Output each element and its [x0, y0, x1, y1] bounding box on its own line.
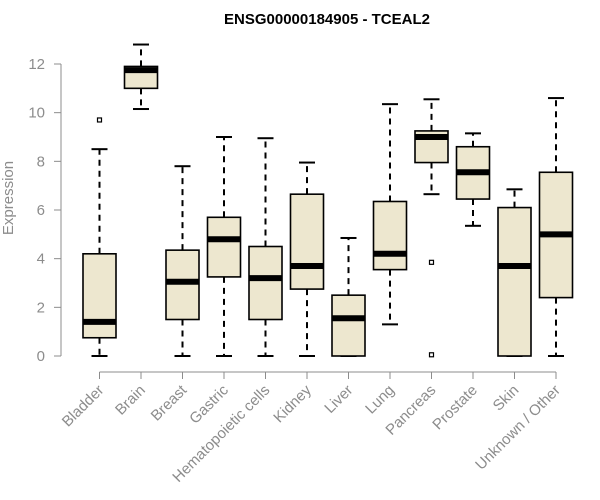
outlier-bladder-0	[96, 117, 103, 123]
outlier-pancreas-0	[428, 259, 435, 265]
box-hematopoietic-cells	[248, 137, 283, 357]
chart-title: ENSG00000184905 - TCEAL2	[224, 11, 430, 28]
x-label-lung: Lung	[362, 382, 398, 418]
box-unknown-other	[538, 97, 574, 357]
y-tick-label-2: 2	[37, 299, 45, 316]
iqr-box-liver	[331, 294, 366, 357]
iqr-box-breast	[165, 249, 200, 321]
x-label-kidney: Kidney	[270, 381, 315, 426]
y-tick-label-8: 8	[37, 153, 45, 170]
box-lung	[372, 103, 408, 326]
box-brain	[123, 43, 159, 111]
box-kidney	[289, 161, 325, 357]
box-breast	[165, 165, 200, 357]
y-tick-label-0: 0	[37, 348, 45, 365]
y-tick-label-6: 6	[37, 202, 45, 219]
outlier-pancreas-1	[428, 352, 435, 358]
box-liver	[331, 236, 366, 357]
iqr-box-gastric	[206, 216, 242, 278]
y-axis-title: Expression	[0, 161, 17, 235]
box-bladder	[82, 117, 117, 357]
box-skin	[497, 188, 532, 357]
box-prostate	[455, 132, 491, 227]
iqr-box-lung	[372, 200, 408, 271]
iqr-box-hematopoietic-cells	[248, 245, 283, 321]
y-tick-label-4: 4	[37, 251, 45, 268]
x-label-brain: Brain	[112, 382, 149, 419]
x-label-prostate: Prostate	[429, 382, 481, 434]
plot-area	[82, 43, 574, 358]
iqr-box-bladder	[82, 253, 117, 339]
y-tick-label-10: 10	[28, 105, 45, 122]
x-label-bladder: Bladder	[59, 382, 108, 431]
box-gastric	[206, 136, 242, 357]
y-tick-label-12: 12	[28, 56, 45, 73]
iqr-box-kidney	[289, 193, 325, 290]
y-axis: 0 2 4 6 8 10 12	[28, 56, 62, 365]
box-pancreas	[414, 98, 449, 358]
x-label-liver: Liver	[321, 382, 356, 417]
iqr-box-skin	[497, 206, 532, 357]
x-label-skin: Skin	[490, 382, 523, 415]
x-label-breast: Breast	[148, 381, 191, 424]
